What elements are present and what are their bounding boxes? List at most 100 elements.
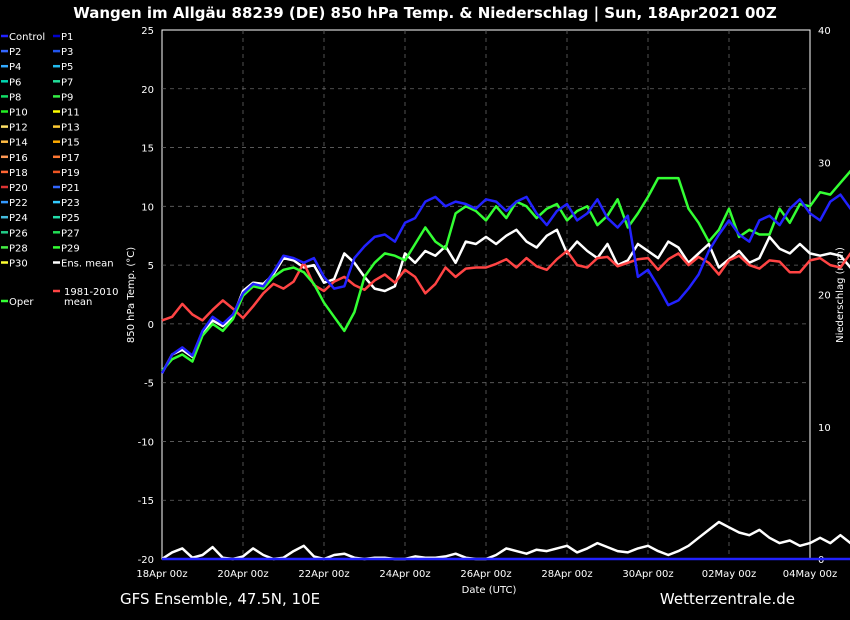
legend-item-p26: P26	[1, 228, 28, 239]
y-tick-label-left: 15	[141, 144, 154, 155]
legend-item-p10: P10	[1, 108, 28, 119]
legend-item-p28: P28	[1, 243, 28, 254]
y-tick-label-left: 0	[148, 320, 154, 331]
legend-item-p1: P1	[53, 32, 73, 43]
legend-label: P9	[61, 92, 73, 103]
x-axis-label: Date (UTC)	[462, 585, 517, 596]
legend-label: P8	[9, 92, 21, 103]
x-tick-label: 28Apr 00z	[541, 569, 592, 580]
x-tick-label: 30Apr 00z	[622, 569, 673, 580]
y-axis-label-left: 850 hPa Temp. (°C)	[126, 247, 137, 343]
legend-item-p30: P30	[1, 259, 28, 270]
x-tick-label: 26Apr 00z	[460, 569, 511, 580]
grid-lines	[161, 29, 811, 560]
legend-label: P16	[9, 153, 28, 164]
legend: Control P1 P2 P3 P4 P5 P6 P7 P8 P9 P10 P11 P12 P13 P14…	[1, 32, 119, 308]
legend-item-p15: P15	[53, 138, 80, 149]
y-tick-label-left: 5	[148, 261, 154, 272]
legend-label: P15	[61, 138, 80, 149]
y-tick-label-left: 10	[141, 202, 154, 213]
legend-item-p11: P11	[53, 108, 80, 119]
legend-label: P24	[9, 213, 28, 224]
legend-label: P11	[61, 108, 80, 119]
series-line-oper	[161, 169, 850, 372]
legend-label: P30	[9, 259, 28, 270]
legend-item-p7: P7	[53, 77, 73, 88]
legend-item-p25: P25	[53, 213, 80, 224]
legend-label: P1	[61, 32, 73, 43]
legend-label: 1981-2010	[64, 287, 119, 298]
legend-item-p12: P12	[1, 123, 28, 134]
legend-item-p27: P27	[53, 228, 80, 239]
legend-label: P17	[61, 153, 80, 164]
x-tick-label: 02May 00z	[702, 569, 757, 580]
legend-item-p22: P22	[1, 198, 28, 209]
legend-label: P29	[61, 243, 80, 254]
legend-label: mean	[64, 297, 92, 308]
legend-label: P21	[61, 183, 80, 194]
legend-label: P27	[61, 228, 80, 239]
legend-label: P22	[9, 198, 28, 209]
y-axis-label-right: Niederschlag (mm)	[835, 247, 846, 343]
legend-label: P19	[61, 168, 80, 179]
y-tick-label-left: 20	[141, 85, 154, 96]
chart-title: Wangen im Allgäu 88239 (DE) 850 hPa Temp…	[73, 4, 777, 23]
legend-item-p4: P4	[1, 62, 21, 73]
legend-label: P10	[9, 108, 28, 119]
legend-label: P26	[9, 228, 28, 239]
y-tick-label-right: 40	[818, 26, 831, 37]
legend-label: P3	[61, 47, 73, 58]
legend-item-p24: P24	[1, 213, 28, 224]
legend-item-p6: P6	[1, 77, 21, 88]
legend-label: P12	[9, 123, 28, 134]
legend-item-oper: Oper	[1, 297, 34, 308]
series-line-1981-2010-mean	[161, 249, 850, 322]
legend-label: P6	[9, 77, 21, 88]
y-tick-label-left: -15	[138, 496, 154, 507]
footer-model-info: GFS Ensemble, 47.5N, 10E	[120, 590, 320, 608]
legend-item-p8: P8	[1, 92, 21, 103]
legend-item-p5: P5	[53, 62, 73, 73]
legend-item-p3: P3	[53, 47, 73, 58]
legend-label: Oper	[9, 297, 34, 308]
legend-item-p21: P21	[53, 183, 80, 194]
legend-label: P14	[9, 138, 28, 149]
legend-label: P28	[9, 243, 28, 254]
legend-label: Control	[9, 32, 45, 43]
y-tick-label-right: 0	[818, 555, 824, 566]
legend-label: P20	[9, 183, 28, 194]
x-tick-label: 24Apr 00z	[379, 569, 430, 580]
legend-label: P25	[61, 213, 80, 224]
series-line-control	[160, 193, 850, 374]
plot-area	[160, 169, 850, 561]
legend-label: Ens. mean	[61, 259, 114, 270]
legend-label: P7	[61, 77, 73, 88]
legend-item-p14: P14	[1, 138, 28, 149]
legend-item-p23: P23	[53, 198, 80, 209]
legend-label: P23	[61, 198, 80, 209]
x-tick-label: 22Apr 00z	[298, 569, 349, 580]
x-tick-label: 18Apr 00z	[136, 569, 187, 580]
series-line-ens-mean	[160, 228, 850, 374]
legend-item-p29: P29	[53, 243, 80, 254]
y-tick-label-left: 25	[141, 26, 154, 37]
axis-ticks: 18Apr 00z 20Apr 00z 22Apr 00z 24Apr 00z 26Ap…	[136, 26, 837, 580]
y-tick-label-right: 20	[818, 291, 831, 302]
legend-label: P13	[61, 123, 80, 134]
legend-item-p18: P18	[1, 168, 28, 179]
legend-label: P18	[9, 168, 28, 179]
legend-item-p9: P9	[53, 92, 73, 103]
legend-item-p19: P19	[53, 168, 80, 179]
legend-item-p17: P17	[53, 153, 80, 164]
legend-item-p20: P20	[1, 183, 28, 194]
x-tick-label: 04May 00z	[783, 569, 838, 580]
legend-label: P2	[9, 47, 21, 58]
series-line-ens-mean-precip	[161, 520, 850, 561]
y-tick-label-right: 10	[818, 423, 831, 434]
legend-item-p13: P13	[53, 123, 80, 134]
legend-item-p16: P16	[1, 153, 28, 164]
legend-item-p2: P2	[1, 47, 21, 58]
y-tick-label-left: -10	[138, 437, 154, 448]
